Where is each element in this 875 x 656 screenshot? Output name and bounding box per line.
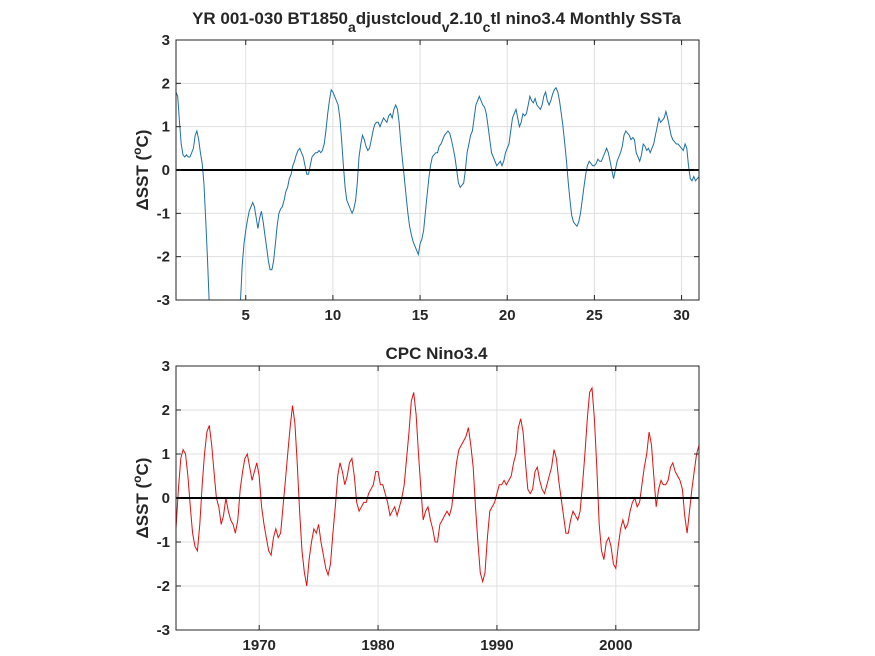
bottom-x-tick-label: 2000 <box>599 637 632 654</box>
top-y-tick-label: 3 <box>162 32 170 49</box>
bottom-series-line <box>176 386 699 587</box>
bottom-x-tick-label: 1980 <box>361 637 394 654</box>
top-chart-title: YR 001-030 BT1850adjustcloudv2.10ctl nin… <box>192 9 681 35</box>
bottom-y-tick-label: -2 <box>157 578 170 595</box>
top-x-tick-label: 5 <box>242 307 250 324</box>
bottom-x-tick-label: 1970 <box>243 637 276 654</box>
top-y-tick-label: 0 <box>162 162 170 179</box>
bottom-y-axis-label: ΔSST (oC) <box>130 458 152 539</box>
bottom-y-tick-label: -1 <box>157 534 170 551</box>
top-y-tick-label: -1 <box>157 205 170 222</box>
top-y-tick-label: 2 <box>162 75 170 92</box>
top-x-tick-label: 15 <box>412 307 429 324</box>
top-x-tick-label: 20 <box>499 307 516 324</box>
top-panel: 5 10 15 20 25 30 -3 -2 -1 0 1 2 3 YR 001-030 BT1850ad… <box>130 9 700 324</box>
bottom-chart-title: CPC Nino3.4 <box>385 344 488 363</box>
top-y-axis-label: ΔSST (oC) <box>130 130 152 211</box>
bottom-y-tick-label: -3 <box>157 622 170 639</box>
bottom-panel: 1970 1980 1990 2000 -3 -2 -1 0 1 2 3 CPC Nino3.4 ΔSS… <box>130 344 700 654</box>
top-x-tick-label: 10 <box>325 307 342 324</box>
top-series-line <box>176 86 699 300</box>
bottom-y-tick-label: 0 <box>162 490 170 507</box>
top-y-tick-label: -2 <box>157 249 170 266</box>
bottom-y-tick-label: 1 <box>162 446 170 463</box>
bottom-x-tick-label: 1990 <box>480 637 513 654</box>
top-y-tick-label: 1 <box>162 119 170 136</box>
bottom-y-tick-label: 2 <box>162 402 170 419</box>
top-x-tick-label: 30 <box>673 307 690 324</box>
bottom-y-tick-label: 3 <box>162 358 170 375</box>
top-y-tick-label: -3 <box>157 292 170 309</box>
top-x-tick-label: 25 <box>586 307 603 324</box>
